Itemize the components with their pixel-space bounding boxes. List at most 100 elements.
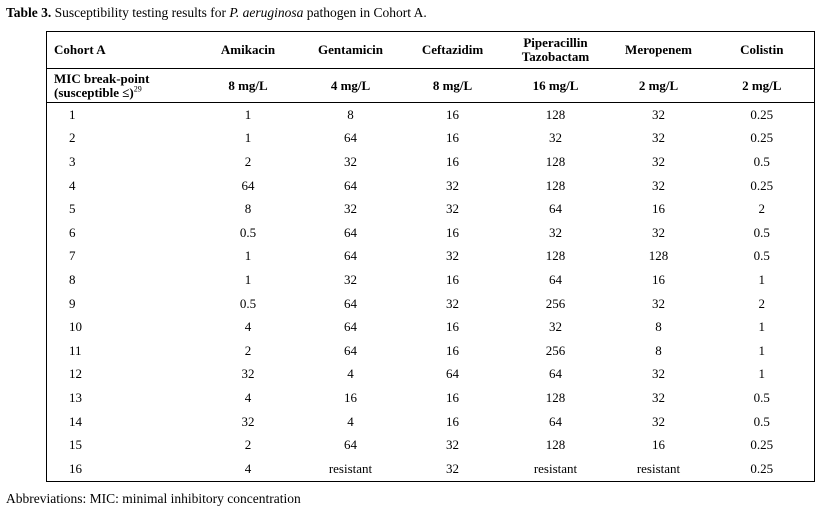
cell-ceftazidim: 32 [446, 201, 459, 217]
cell-meropenem: 32 [652, 130, 665, 146]
cell-meropenem: 16 [652, 201, 665, 217]
cell-ceftazidim: 16 [446, 319, 459, 335]
cell-meropenem: 128 [648, 248, 669, 264]
breakpoint-reference: 29 [133, 84, 142, 94]
header-amikacin: Amikacin [196, 31, 300, 69]
cell-colistin: 1 [758, 342, 766, 358]
breakpoint-piperacillin-tazobactam: 16 mg/L [503, 68, 608, 103]
header-meropenem: Meropenem [607, 31, 710, 69]
cell-gentamicin: 16 [344, 389, 357, 405]
cell-meropenem: 16 [652, 271, 665, 287]
cell-gentamicin: resistant [328, 460, 373, 476]
header-colistin: Colistin [709, 31, 815, 69]
cell-meropenem: 32 [652, 413, 665, 429]
cell-colistin: 0.5 [753, 224, 770, 240]
cell-colistin: 1 [758, 319, 766, 335]
cell-ceftazidim: 32 [446, 437, 459, 453]
breakpoint-ceftazidim: 8 mg/L [401, 68, 504, 103]
cell-piperacillin-tazobactam: 32 [549, 319, 562, 335]
cell-piperacillin-tazobactam: 64 [549, 201, 562, 217]
cell-amikacin: 4 [244, 460, 252, 476]
cell-colistin: 0.25 [750, 437, 774, 453]
cell-cohort: 5 [69, 201, 76, 217]
breakpoint-colistin: 2 mg/L [709, 68, 815, 103]
cell-amikacin: 64 [241, 177, 255, 193]
header-row: Cohort A Amikacin Gentamicin Ceftazidim … [46, 31, 815, 69]
cell-colistin: 0.5 [753, 248, 770, 264]
table-row: 16 4 resistant 32 resistant resistant 0.25 [47, 457, 815, 481]
cell-amikacin: 4 [244, 319, 252, 335]
cell-piperacillin-tazobactam: 128 [545, 248, 566, 264]
table-caption: Table 3. Susceptibility testing results … [6, 5, 427, 21]
cell-colistin: 2 [758, 295, 766, 311]
cell-ceftazidim: 16 [446, 153, 459, 169]
table-row: 6 0.5 64 16 32 32 0.5 [47, 221, 815, 245]
cell-colistin: 0.25 [750, 130, 774, 146]
caption-text-before: Susceptibility testing results for [51, 5, 230, 20]
table-row: 1 1 8 16 128 32 0.25 [47, 103, 815, 127]
table-row: 8 1 32 16 64 16 1 [47, 268, 815, 292]
cell-meropenem: 32 [652, 389, 665, 405]
cell-ceftazidim: 64 [446, 366, 459, 382]
cell-amikacin: 1 [244, 106, 252, 122]
header-ceftazidim: Ceftazidim [401, 31, 504, 69]
cell-meropenem: 32 [652, 177, 665, 193]
cell-cohort: 12 [69, 366, 82, 382]
breakpoint-meropenem: 2 mg/L [607, 68, 710, 103]
cell-cohort: 14 [69, 413, 82, 429]
cell-amikacin: 32 [241, 366, 255, 382]
table-row: 4 64 64 32 128 32 0.25 [47, 174, 815, 198]
cell-amikacin: 2 [244, 153, 252, 169]
cell-colistin: 0.25 [750, 460, 774, 476]
cell-cohort: 1 [69, 106, 76, 122]
header-gentamicin: Gentamicin [299, 31, 402, 69]
breakpoint-row: MIC break-point (susceptible ≤)29 8 mg/L … [46, 68, 815, 103]
breakpoint-label: MIC break-point (susceptible ≤)29 [46, 68, 197, 103]
cell-amikacin: 1 [244, 271, 252, 287]
cell-gentamicin: 64 [344, 295, 357, 311]
cell-gentamicin: 64 [344, 319, 357, 335]
cell-piperacillin-tazobactam: 128 [545, 437, 566, 453]
cell-gentamicin: 32 [344, 201, 357, 217]
table-row: 2 1 64 16 32 32 0.25 [47, 127, 815, 151]
cell-gentamicin: 64 [344, 437, 357, 453]
cell-colistin: 0.25 [750, 106, 774, 122]
cell-cohort: 16 [69, 460, 82, 476]
cell-colistin: 2 [758, 201, 766, 217]
abbreviations-note: Abbreviations: MIC: minimal inhibitory c… [6, 491, 301, 506]
breakpoint-gentamicin: 4 mg/L [299, 68, 402, 103]
caption-organism: P. aeruginosa [229, 5, 304, 20]
cell-amikacin: 8 [244, 201, 252, 217]
cell-ceftazidim: 16 [446, 224, 459, 240]
cell-colistin: 0.5 [753, 413, 770, 429]
table-row: 10 4 64 16 32 8 1 [47, 315, 815, 339]
table-row: 3 2 32 16 128 32 0.5 [47, 150, 815, 174]
cell-piperacillin-tazobactam: 128 [545, 106, 566, 122]
cell-gentamicin: 64 [344, 248, 357, 264]
table-row: 14 32 4 16 64 32 0.5 [47, 410, 815, 434]
cell-gentamicin: 64 [344, 130, 357, 146]
cell-piperacillin-tazobactam: resistant [533, 460, 578, 476]
cell-meropenem: 16 [652, 437, 665, 453]
cell-ceftazidim: 16 [446, 413, 459, 429]
cell-meropenem: 32 [652, 224, 665, 240]
cell-piperacillin-tazobactam: 64 [549, 271, 562, 287]
cell-colistin: 1 [758, 366, 766, 382]
cell-colistin: 1 [758, 271, 766, 287]
breakpoint-label-line1: MIC break-point [54, 70, 150, 86]
table-row: 11 2 64 16 256 8 1 [47, 339, 815, 363]
cell-meropenem: 32 [652, 106, 665, 122]
cell-amikacin: 1 [244, 130, 252, 146]
cell-cohort: 3 [69, 153, 76, 169]
cell-amikacin: 2 [244, 342, 252, 358]
cell-ceftazidim: 32 [446, 248, 459, 264]
cell-piperacillin-tazobactam: 64 [549, 366, 562, 382]
cell-gentamicin: 32 [344, 271, 357, 287]
header-cohort: Cohort A [46, 31, 197, 69]
breakpoint-label-line2: (susceptible ≤) [54, 84, 134, 100]
cell-piperacillin-tazobactam: 64 [549, 413, 562, 429]
cell-piperacillin-tazobactam: 32 [549, 130, 562, 146]
table-row: 7 1 64 32 128 128 0.5 [47, 245, 815, 269]
cell-amikacin: 4 [244, 389, 252, 405]
cell-colistin: 0.5 [753, 153, 770, 169]
